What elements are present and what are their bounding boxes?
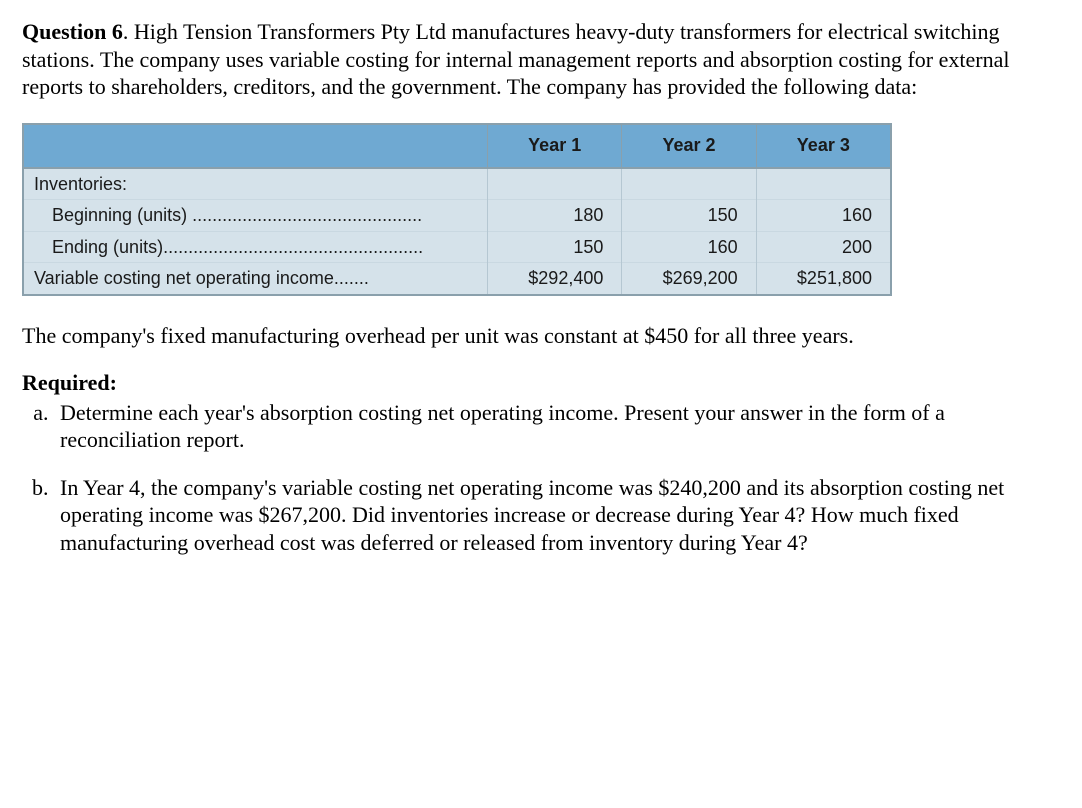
row-label: Variable costing net operating income...…: [23, 263, 488, 295]
cell: 160: [756, 200, 891, 232]
table-row: Ending (units)..........................…: [23, 231, 891, 263]
table-header-row: Year 1 Year 2 Year 3: [23, 124, 891, 168]
cell: $251,800: [756, 263, 891, 295]
cell: [488, 168, 622, 200]
row-label-text: Ending (units)..........................…: [34, 236, 423, 259]
row-label-text: Beginning (units) ......................…: [34, 204, 422, 227]
data-table: Year 1 Year 2 Year 3 Inventories: Beginn…: [22, 123, 892, 296]
table-row: Beginning (units) ......................…: [23, 200, 891, 232]
cell: [622, 168, 756, 200]
required-item-a: Determine each year's absorption costing…: [54, 399, 1060, 454]
required-label: Required:: [22, 369, 1060, 397]
cell: [756, 168, 891, 200]
table-header-year1: Year 1: [488, 124, 622, 168]
question-text: Question 6. High Tension Transformers Pt…: [22, 18, 1060, 101]
cell: 150: [488, 231, 622, 263]
row-label-text: Variable costing net operating income...…: [34, 268, 369, 288]
leader-dots: ........................................…: [192, 204, 422, 227]
row-label: Ending (units)..........................…: [23, 231, 488, 263]
cell: 200: [756, 231, 891, 263]
row-label-text: Inventories:: [34, 174, 127, 194]
data-table-container: Year 1 Year 2 Year 3 Inventories: Beginn…: [22, 123, 1060, 296]
question-body: . High Tension Transformers Pty Ltd manu…: [22, 19, 1009, 99]
table-row: Variable costing net operating income...…: [23, 263, 891, 295]
cell: $292,400: [488, 263, 622, 295]
required-item-b: In Year 4, the company's variable costin…: [54, 474, 1060, 557]
cell: $269,200: [622, 263, 756, 295]
cell: 180: [488, 200, 622, 232]
table-header-blank: [23, 124, 488, 168]
leader-dots: ........................................…: [163, 236, 423, 259]
question-label: Question 6: [22, 19, 123, 44]
table-header-year2: Year 2: [622, 124, 756, 168]
table-row: Inventories:: [23, 168, 891, 200]
cell: 160: [622, 231, 756, 263]
after-table-text: The company's fixed manufacturing overhe…: [22, 322, 1060, 350]
leader-dots: .......: [334, 267, 369, 290]
row-label: Inventories:: [23, 168, 488, 200]
table-header-year3: Year 3: [756, 124, 891, 168]
required-list: Determine each year's absorption costing…: [54, 399, 1060, 557]
cell: 150: [622, 200, 756, 232]
row-label: Beginning (units) ......................…: [23, 200, 488, 232]
